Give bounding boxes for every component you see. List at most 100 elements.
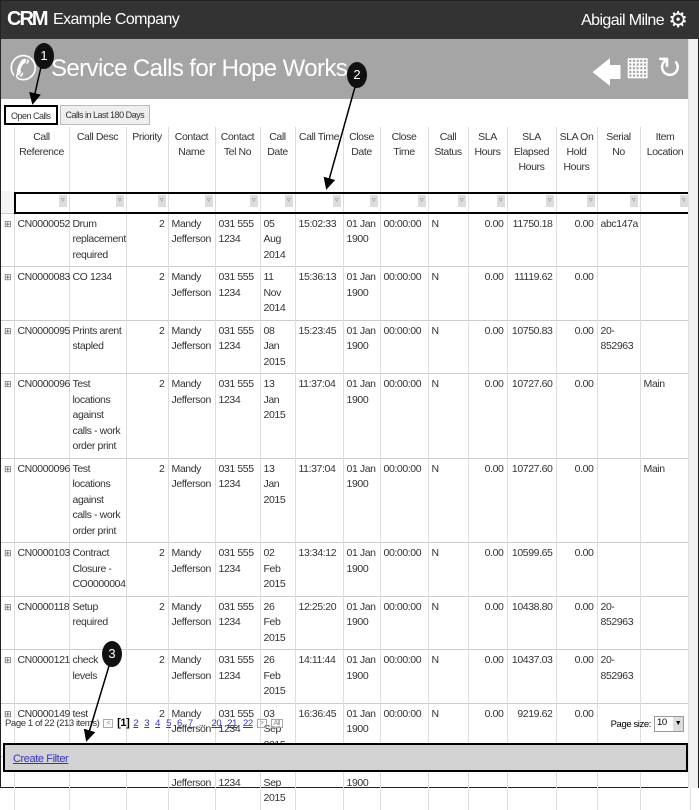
- column-header-close-time[interactable]: Close Time: [380, 127, 429, 191]
- cell-contact-tel-no: 031 555 1234: [215, 649, 261, 703]
- page-link[interactable]: 7: [187, 717, 193, 729]
- column-header-call-status[interactable]: Call Status: [428, 127, 469, 191]
- column-header-sla-hours[interactable]: SLA Hours: [468, 127, 508, 191]
- cell-serial-no: 20-852963: [597, 595, 641, 650]
- table-row[interactable]: ⊞ CN0000118 Setup required 2 Mandy Jefferson…: [1, 595, 691, 650]
- column-header-call-reference[interactable]: Call Reference: [14, 127, 70, 191]
- table-row[interactable]: ⊞ CN0000083 CO 1234 2 Mandy Jefferson 031 555…: [1, 266, 691, 320]
- filter-cell-serial-no[interactable]: ▿: [597, 191, 641, 213]
- column-header-close-date[interactable]: Close Date: [343, 127, 381, 191]
- tab-calls-last-180-days[interactable]: Calls in Last 180 Days: [59, 105, 151, 125]
- filter-icon[interactable]: ▿: [249, 195, 258, 207]
- column-header-serial-no[interactable]: Serial No: [597, 127, 641, 191]
- expand-icon[interactable]: ⊞: [4, 218, 12, 229]
- cell-call-time: 15:02:33: [295, 212, 344, 267]
- filter-cell-close-date[interactable]: ▿: [343, 191, 381, 213]
- filter-icon[interactable]: ▿: [586, 195, 595, 207]
- cell-contact-tel-no: 031 555 1234: [215, 266, 261, 320]
- page-link[interactable]: 21: [227, 717, 238, 729]
- gear-icon[interactable]: ⚙: [668, 7, 688, 32]
- filter-icon[interactable]: ▿: [679, 195, 688, 207]
- refresh-icon[interactable]: ↻: [656, 52, 682, 85]
- table-row[interactable]: ⊞ CN0000052 Drum replacement required 2 Mand…: [1, 212, 691, 267]
- page-link[interactable]: 2: [133, 717, 139, 729]
- filter-icon[interactable]: ▿: [629, 195, 638, 207]
- filter-cell-call-date[interactable]: ▿: [260, 191, 296, 213]
- column-header-item-location[interactable]: Item Location: [640, 127, 691, 191]
- filter-cell-call-reference[interactable]: ▿: [14, 191, 70, 213]
- column-header-call-time[interactable]: Call Time: [295, 127, 344, 191]
- filter-cell-sla-hours[interactable]: ▿: [468, 191, 508, 213]
- cell-contact-tel-no: 031 555 1234: [215, 373, 261, 458]
- column-header-contact-name[interactable]: Contact Name: [168, 127, 216, 191]
- expand-icon[interactable]: ⊞: [4, 708, 12, 719]
- page-link[interactable]: 4: [155, 717, 161, 729]
- page-link[interactable]: 6: [176, 717, 182, 729]
- callout-1: 1: [34, 43, 54, 69]
- filter-cell-item-location[interactable]: ▿: [640, 191, 691, 213]
- filter-cell-call-desc[interactable]: ▿: [69, 191, 127, 213]
- filter-icon[interactable]: ▿: [545, 195, 554, 207]
- arrow-left-icon[interactable]: 🡄: [591, 57, 622, 90]
- column-header-contact-tel-no[interactable]: Contact Tel No: [215, 127, 261, 191]
- column-header-call-desc[interactable]: Call Desc: [69, 127, 127, 191]
- filter-cell-priority[interactable]: ▿: [126, 191, 169, 213]
- filter-icon[interactable]: ▿: [369, 195, 378, 207]
- expand-icon[interactable]: ⊞: [4, 548, 12, 558]
- expand-icon[interactable]: ⊞: [4, 272, 12, 282]
- page-link[interactable]: 22: [243, 717, 253, 729]
- cell-sla-elapsed-hours: 11750.18: [507, 212, 557, 267]
- scrollbar[interactable]: [688, 39, 698, 788]
- filter-icon[interactable]: ▿: [417, 195, 426, 207]
- expand-icon[interactable]: ⊞: [4, 601, 12, 612]
- filter-icon[interactable]: ▿: [284, 195, 293, 207]
- tab-open-calls[interactable]: Open Calls: [4, 105, 58, 125]
- prev-page-button[interactable]: <: [103, 718, 114, 728]
- next-page-button[interactable]: >: [256, 718, 267, 728]
- cell-sla-elapsed-hours: 10599.65: [507, 542, 557, 596]
- cell-call-status: N: [428, 595, 469, 650]
- filter-cell-call-status[interactable]: ▿: [428, 191, 469, 213]
- filter-icon[interactable]: ▿: [496, 195, 505, 207]
- table-row[interactable]: ⊞ CN0000096 Test locations against calls -…: [1, 373, 691, 458]
- filter-icon[interactable]: ▿: [457, 195, 466, 207]
- filter-icon[interactable]: ▿: [157, 195, 166, 207]
- cell-priority: 2: [126, 373, 169, 458]
- expand-icon[interactable]: ⊞: [4, 655, 12, 665]
- expand-icon[interactable]: ⊞: [4, 379, 12, 389]
- filter-cell-call-time[interactable]: ▿: [295, 191, 344, 213]
- column-header-call-date[interactable]: Call Date: [260, 127, 296, 191]
- cell-sla-hours: 0.00: [468, 266, 508, 320]
- user-name[interactable]: Abigail Milne: [581, 12, 665, 29]
- expand-icon[interactable]: ⊞: [4, 325, 12, 336]
- filter-cell-sla-on-hold-hours[interactable]: ▿: [556, 191, 598, 213]
- table-row[interactable]: ⊞ CN0000103 Contract Closure - CO0000004 2 M…: [1, 542, 691, 596]
- filter-cell-contact-tel-no[interactable]: ▿: [215, 191, 261, 213]
- filter-icon[interactable]: ▿: [332, 195, 341, 207]
- crm-logo[interactable]: CRM: [7, 8, 49, 30]
- filter-icon[interactable]: ▿: [115, 195, 124, 207]
- all-pages-button[interactable]: All: [270, 718, 284, 728]
- cell-contact-name: Mandy Jefferson: [168, 319, 216, 374]
- column-header-sla-on-hold-hours[interactable]: SLA On Hold Hours: [556, 127, 598, 191]
- page-link[interactable]: 5: [166, 717, 171, 729]
- building-icon[interactable]: ▦: [625, 51, 650, 81]
- page-link[interactable]: 3: [144, 717, 150, 729]
- filter-cell-sla-elapsed-hours[interactable]: ▿: [507, 191, 557, 213]
- page-size: Page size: 10 ▼: [611, 716, 684, 732]
- expand-icon[interactable]: ⊞: [4, 463, 12, 474]
- cell-contact-tel-no: 031 555 1234: [215, 457, 261, 543]
- table-row[interactable]: ⊞ CN0000096 Test locations against calls -…: [1, 457, 691, 543]
- filter-cell-close-time[interactable]: ▿: [380, 191, 429, 213]
- table-row[interactable]: ⊞ CN0000095 Prints arent stapled 2 Mandy Jef…: [1, 319, 691, 374]
- page-link[interactable]: 20: [211, 717, 222, 729]
- create-filter-link[interactable]: Create Filter: [13, 753, 69, 765]
- filter-icon[interactable]: ▿: [204, 195, 213, 207]
- filter-icon[interactable]: ▿: [58, 195, 67, 207]
- filter-cell-contact-name[interactable]: ▿: [168, 191, 216, 213]
- column-header-sla-elapsed-hours[interactable]: SLA Elapsed Hours: [507, 127, 557, 191]
- cell-sla-elapsed-hours: 10727.60: [507, 457, 557, 543]
- column-header-priority[interactable]: Priority: [126, 127, 169, 191]
- cell-priority: 2: [126, 649, 169, 703]
- page-size-select[interactable]: 10 ▼: [654, 716, 684, 732]
